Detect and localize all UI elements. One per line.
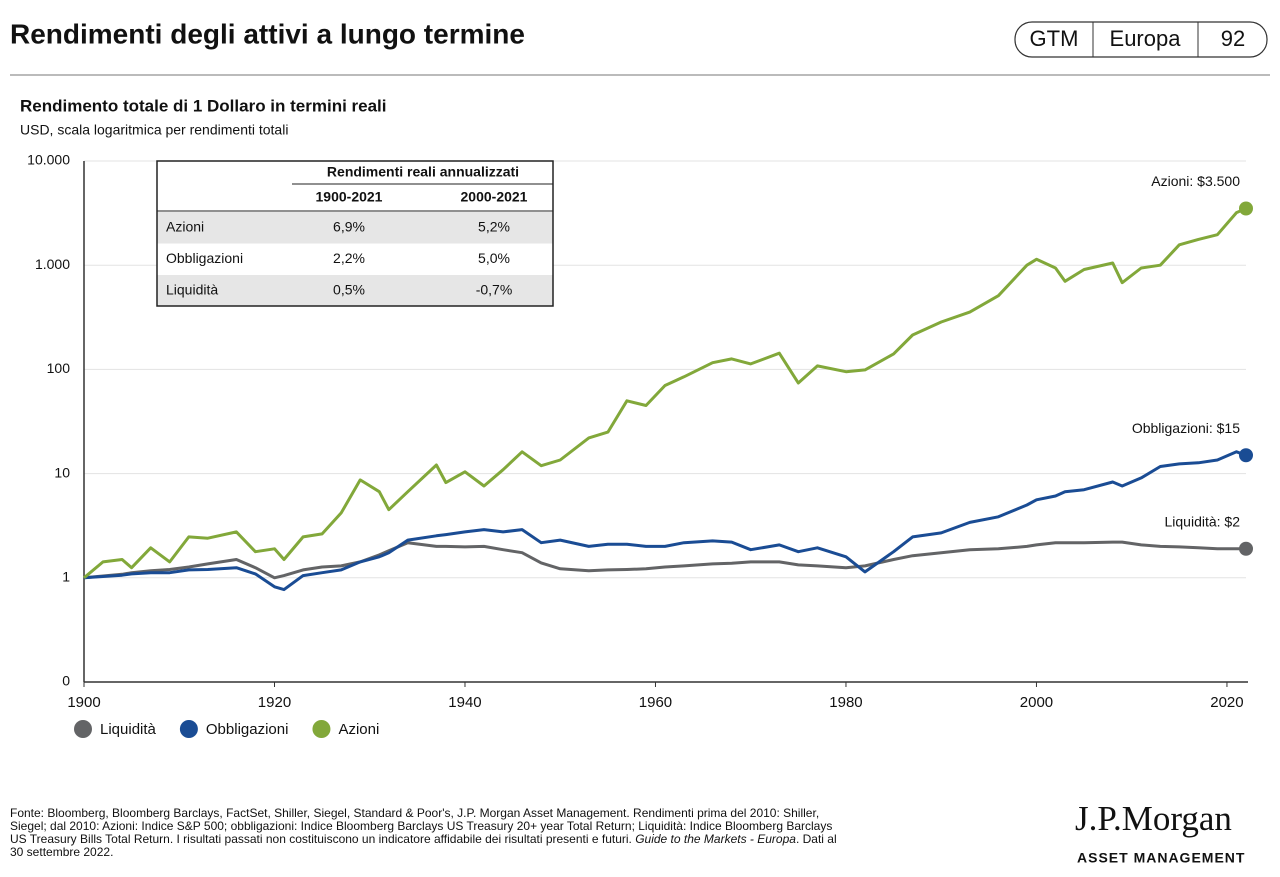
page-title: Rendimenti degli attivi a lungo termine bbox=[10, 18, 525, 49]
end-label: Obbligazioni: $15 bbox=[1132, 420, 1240, 436]
chart-title: Rendimento totale di 1 Dollaro in termin… bbox=[20, 96, 387, 115]
x-tick-label: 1960 bbox=[639, 694, 672, 711]
table-cell: 6,9% bbox=[333, 219, 365, 235]
table-cell: 5,2% bbox=[478, 219, 510, 235]
table-cell: 5,0% bbox=[478, 250, 510, 266]
footnote-line: 30 settembre 2022. bbox=[10, 845, 113, 859]
chart-subtitle: USD, scala logaritmica per rendimenti to… bbox=[20, 122, 288, 138]
table-column-header: 2000-2021 bbox=[461, 189, 528, 205]
end-dot bbox=[1239, 448, 1253, 463]
end-dot bbox=[1239, 541, 1253, 556]
footnote-text: Siegel; dal 2010: Azioni: Indice S&P 500… bbox=[10, 819, 832, 833]
footnote-text: US Treasury Bills Total Return. I risult… bbox=[10, 832, 635, 846]
table-cell: Azioni bbox=[166, 219, 204, 235]
legend-swatch bbox=[179, 720, 198, 738]
x-tick-label: 1900 bbox=[67, 694, 100, 711]
footnote-line: US Treasury Bills Total Return. I risult… bbox=[10, 832, 837, 846]
footnote-text: Guide to the Markets - Europa bbox=[635, 832, 796, 846]
x-tick-label: 1980 bbox=[829, 694, 862, 711]
table-border bbox=[156, 160, 554, 307]
end-label: Azioni: $3.500 bbox=[1151, 173, 1240, 189]
series-line bbox=[83, 207, 1247, 579]
table-cell: Obbligazioni bbox=[166, 250, 243, 266]
y-tick-label: 10 bbox=[54, 464, 70, 480]
logo: J.P.Morgan bbox=[1075, 799, 1232, 838]
end-dot bbox=[1239, 201, 1253, 216]
x-tick-label: 1920 bbox=[258, 694, 291, 711]
table-row-bg bbox=[157, 275, 553, 307]
legend-label: Liquidità bbox=[100, 721, 157, 738]
badge-text: Europa bbox=[1110, 26, 1182, 51]
table-row-bg bbox=[157, 212, 553, 244]
badge-text: GTM bbox=[1030, 26, 1079, 51]
y-tick-label: 10.000 bbox=[27, 152, 70, 168]
legend-label: Obbligazioni bbox=[206, 721, 289, 738]
table-group-header: Rendimenti reali annualizzati bbox=[327, 164, 519, 180]
x-tick-label: 2020 bbox=[1210, 694, 1243, 711]
x-tick-label: 1940 bbox=[448, 694, 481, 711]
y-tick-label: 1.000 bbox=[35, 256, 70, 272]
badge-text: 92 bbox=[1221, 26, 1245, 51]
end-label: Liquidità: $2 bbox=[1164, 513, 1240, 529]
footnote-text: Fonte: Bloomberg, Bloomberg Barclays, Fa… bbox=[10, 806, 819, 820]
x-tick-label: 2000 bbox=[1020, 694, 1053, 711]
footnote-text: . Dati al bbox=[796, 832, 837, 846]
table-cell: 2,2% bbox=[333, 250, 365, 266]
y-tick-label: 100 bbox=[47, 360, 71, 376]
legend-swatch bbox=[312, 720, 331, 738]
badge bbox=[1014, 21, 1268, 58]
table-cell: -0,7% bbox=[476, 282, 513, 298]
series-line bbox=[83, 450, 1247, 592]
footnote-line: Fonte: Bloomberg, Bloomberg Barclays, Fa… bbox=[10, 806, 819, 820]
y-tick-label: 0 bbox=[62, 673, 70, 689]
footnote-text: 30 settembre 2022. bbox=[10, 845, 113, 859]
logo-tagline: ASSET MANAGEMENT bbox=[1077, 850, 1245, 866]
table-cell: 0,5% bbox=[333, 282, 365, 298]
legend-label: Azioni bbox=[338, 721, 379, 738]
series-line bbox=[83, 540, 1246, 580]
legend-swatch bbox=[74, 720, 92, 738]
y-tick-label: 1 bbox=[62, 569, 70, 585]
footnote-line: Siegel; dal 2010: Azioni: Indice S&P 500… bbox=[10, 819, 832, 833]
table-cell: Liquidità bbox=[166, 282, 218, 298]
table-column-header: 1900-2021 bbox=[316, 189, 383, 205]
